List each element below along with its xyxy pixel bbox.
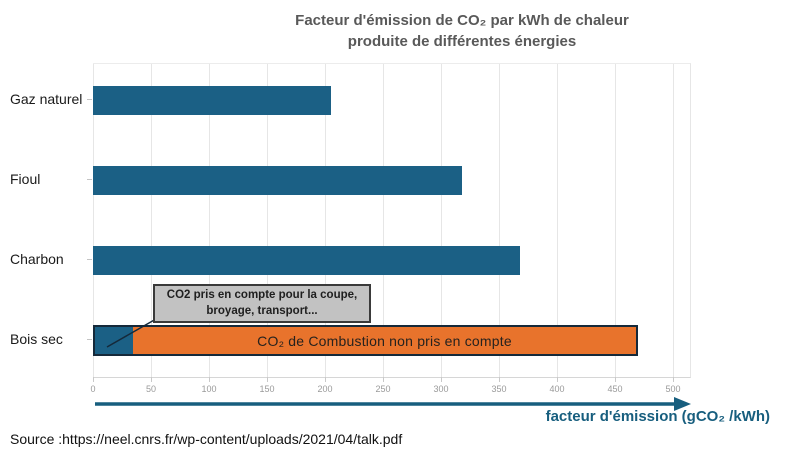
x-tick-label-0: 0 bbox=[90, 384, 96, 394]
x-tick-label-400: 400 bbox=[549, 384, 565, 394]
category-label-charbon: Charbon bbox=[10, 251, 64, 267]
chart-title-line2: produite de différentes énergies bbox=[347, 33, 577, 50]
gridline-150 bbox=[267, 64, 268, 377]
x-tick-label-150: 150 bbox=[259, 384, 275, 394]
chart-title: Facteur d'émission de CO₂ par kWh de cha… bbox=[116, 10, 808, 52]
source-text: Source :https://neel.cnrs.fr/wp-content/… bbox=[10, 431, 403, 447]
axis-tick-150 bbox=[267, 377, 268, 382]
axis-tick-200 bbox=[325, 377, 326, 382]
chart-title-line1: Facteur d'émission de CO₂ par kWh de cha… bbox=[295, 12, 629, 29]
category-tick-charbon bbox=[87, 259, 92, 260]
x-tick-label-200: 200 bbox=[317, 384, 333, 394]
axis-tick-100 bbox=[209, 377, 210, 382]
gridline-450 bbox=[615, 64, 616, 377]
axis-tick-500 bbox=[673, 377, 674, 382]
gridline-100 bbox=[209, 64, 210, 377]
x-tick-label-300: 300 bbox=[433, 384, 449, 394]
bar-charbon bbox=[93, 246, 520, 275]
x-tick-label-250: 250 bbox=[375, 384, 391, 394]
gridline-400 bbox=[557, 64, 558, 377]
x-tick-label-450: 450 bbox=[607, 384, 623, 394]
callout-line1: CO2 pris en compte pour la coupe, bbox=[166, 289, 358, 301]
axis-tick-0 bbox=[93, 377, 94, 382]
bar-bois-sec-combustion-segment: CO₂ de Combustion non pris en compte bbox=[133, 327, 636, 354]
bar-bois-sec-base-segment bbox=[95, 327, 133, 354]
category-tick-gaz-naturel bbox=[87, 99, 92, 100]
bar-fioul bbox=[93, 166, 462, 195]
callout-box: CO2 pris en compte pour la coupe, broyag… bbox=[153, 284, 371, 324]
category-label-fioul: Fioul bbox=[10, 171, 41, 187]
gridline-300 bbox=[441, 64, 442, 377]
axis-tick-350 bbox=[499, 377, 500, 382]
callout-line2: broyage, transport... bbox=[206, 304, 318, 317]
gridline-350 bbox=[499, 64, 500, 377]
axis-tick-250 bbox=[383, 377, 384, 382]
x-tick-label-350: 350 bbox=[491, 384, 507, 394]
gridline-0 bbox=[93, 64, 94, 377]
x-tick-label-100: 100 bbox=[201, 384, 217, 394]
axis-tick-50 bbox=[151, 377, 152, 382]
gridline-250 bbox=[383, 64, 384, 377]
x-tick-label-50: 50 bbox=[145, 384, 157, 394]
bar-bois-sec-stack: CO₂ de Combustion non pris en compte bbox=[93, 325, 638, 356]
bar-gaz-naturel bbox=[93, 86, 331, 115]
category-tick-bois-sec bbox=[87, 339, 92, 340]
x-tick-label-500: 500 bbox=[665, 384, 681, 394]
gridline-200 bbox=[325, 64, 326, 377]
axis-tick-300 bbox=[441, 377, 442, 382]
category-label-bois-sec: Bois sec bbox=[10, 331, 63, 347]
plot-area: CO₂ de Combustion non pris en compte bbox=[93, 63, 691, 382]
category-label-gaz-naturel: Gaz naturel bbox=[10, 91, 83, 107]
gridline-500 bbox=[673, 64, 674, 377]
axis-tick-450 bbox=[615, 377, 616, 382]
axis-tick-400 bbox=[557, 377, 558, 382]
x-axis-label: facteur d'émission (gCO₂ /kWh) bbox=[545, 408, 770, 425]
category-tick-fioul bbox=[87, 179, 92, 180]
gridline-50 bbox=[151, 64, 152, 377]
